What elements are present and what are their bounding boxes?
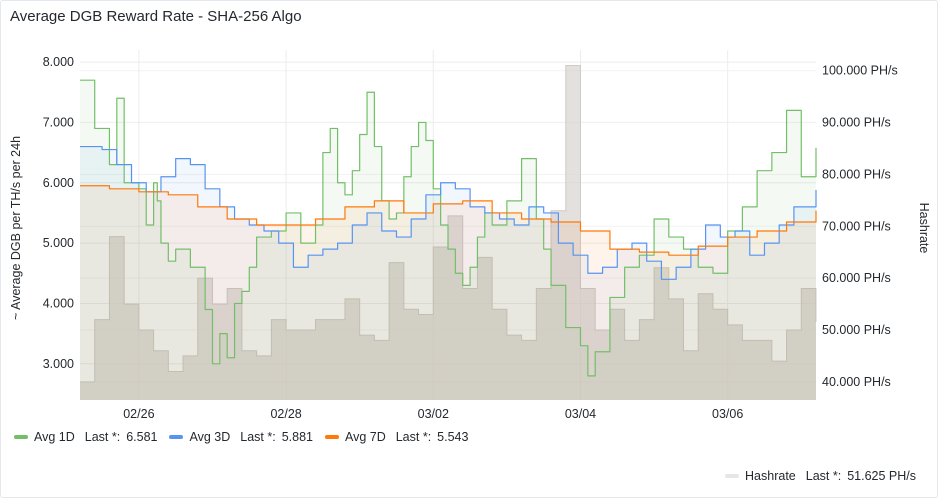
legend-series-name: Avg 1D <box>34 430 75 444</box>
x-tick-label: 02/28 <box>270 407 301 421</box>
y2-tick-label: 80.000 PH/s <box>822 167 891 181</box>
series-line-avg-7d <box>80 185 817 256</box>
series-line-avg-1d <box>80 79 817 377</box>
y2-tick-label: 50.000 PH/s <box>822 323 891 337</box>
y2-tick-label: 70.000 PH/s <box>822 219 891 233</box>
legend-series-name: Avg 7D <box>344 430 386 444</box>
series-area-avg-7d <box>80 185 816 400</box>
x-tick-label: 02/26 <box>123 407 154 421</box>
legend-last-value: 6.581 <box>126 430 158 444</box>
legend-last-label: Last *: <box>395 430 432 444</box>
legend-last-value: 5.881 <box>281 430 313 444</box>
x-tick-label: 03/04 <box>565 407 596 421</box>
legend-series-name: Hashrate <box>745 469 796 483</box>
y2-tick-label: 90.000 PH/s <box>822 116 891 130</box>
legend-item-hashrate[interactable]: Hashrate Last *: 51.625 PH/s <box>725 469 916 483</box>
legend: Avg 1D Last *: 6.581 Avg 3D Last *: 5.88… <box>14 430 468 444</box>
legend-last-value: 5.543 <box>437 430 469 444</box>
legend-series-name: Avg 3D <box>189 430 231 444</box>
series-line-layer <box>80 79 817 377</box>
x-tick-label: 03/02 <box>418 407 449 421</box>
y-tick-label: 3.000 <box>43 357 74 371</box>
legend-swatch-icon <box>324 435 339 439</box>
y2-tick-label: 40.000 PH/s <box>822 375 891 389</box>
y-tick-label: 6.000 <box>43 176 74 190</box>
y-tick-label: 8.000 <box>43 55 74 69</box>
legend-item-avg-1d[interactable]: Avg 1D Last *: 6.581 <box>14 430 157 444</box>
y-axis-ticks: 3.000 4.000 5.000 6.000 7.000 8.000 <box>43 55 74 371</box>
legend-last-value: 51.625 PH/s <box>847 469 916 483</box>
y2-tick-label: 60.000 PH/s <box>822 271 891 285</box>
y2-axis-ticks: 40.000 PH/s 50.000 PH/s 60.000 PH/s 70.000 … <box>822 64 898 389</box>
legend-last-label: Last *: <box>805 469 842 483</box>
legend-last-label: Last *: <box>84 430 121 444</box>
series-area-avg-3d <box>80 146 816 400</box>
legend-item-avg-7d[interactable]: Avg 7D Last *: 5.543 <box>324 430 469 444</box>
y-tick-label: 7.000 <box>43 115 74 129</box>
x-axis-ticks: 02/26 02/28 03/02 03/04 03/06 <box>123 407 743 421</box>
y-tick-label: 4.000 <box>43 296 74 310</box>
x-tick-label: 03/06 <box>712 407 743 421</box>
y2-axis-label: Hashrate <box>917 203 931 254</box>
legend-swatch-icon <box>14 435 28 439</box>
y-axis-label: ~ Average DGB per TH/s per 24h <box>9 136 23 320</box>
legend-item-avg-3d[interactable]: Avg 3D Last *: 5.881 <box>169 430 313 444</box>
hashrate-line <box>80 65 817 383</box>
y2-tick-label: 100.000 PH/s <box>822 64 898 78</box>
y-tick-label: 5.000 <box>43 236 74 250</box>
legend-swatch-icon <box>725 474 740 478</box>
series-area-layer <box>80 80 816 400</box>
legend-swatch-icon <box>169 435 184 439</box>
panel-title: Average DGB Reward Rate - SHA-256 Algo <box>10 8 302 25</box>
legend-last-label: Last *: <box>240 430 276 444</box>
